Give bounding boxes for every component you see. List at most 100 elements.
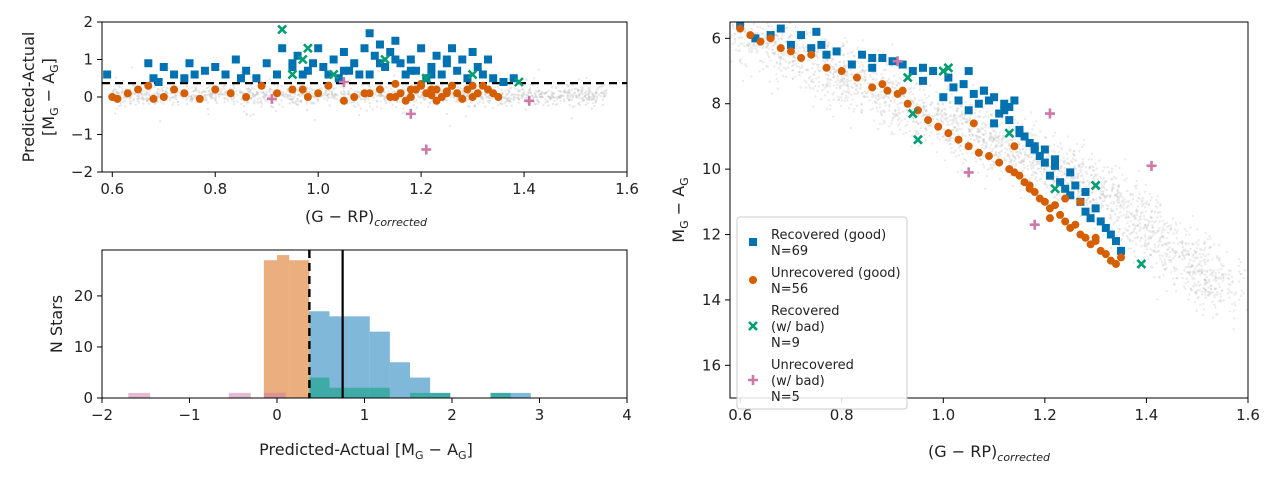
- residual-xlabel: (G − RP)corrected: [305, 207, 428, 229]
- cmd-point-recovered-good: [847, 60, 856, 69]
- residual-point-recovered-w-bad: [513, 77, 524, 87]
- residual-point-recovered-good: [329, 55, 338, 64]
- residual-point-recovered-good: [417, 44, 426, 53]
- residual-ytick-label: 0: [83, 88, 93, 106]
- residual-point-unrecovered-good: [149, 94, 158, 103]
- cmd-point-recovered-good: [1117, 246, 1126, 255]
- residual-point-recovered-good: [345, 66, 354, 75]
- cmd-xtick-label: 1.0: [931, 406, 955, 424]
- residual-point-unrecovered-good: [298, 85, 307, 94]
- histogram-bar-recovered-good: [309, 311, 330, 398]
- cmd-point-unrecovered-good: [898, 86, 907, 95]
- cmd-point-unrecovered-good: [807, 50, 816, 59]
- residual-point-unrecovered-good: [257, 81, 266, 90]
- cmd-point-unrecovered-good: [786, 47, 795, 56]
- histogram-bar-recovered-good: [329, 316, 350, 398]
- residual-point-recovered-w-bad: [328, 69, 339, 80]
- residual-point-recovered-good: [509, 74, 518, 83]
- histogram-xtick-label: −2: [91, 406, 113, 424]
- cmd-point-recovered-good: [1005, 116, 1014, 125]
- legend-marker-unrecovered-bad: [748, 375, 758, 385]
- residual-point-recovered-good: [442, 55, 451, 64]
- cmd-ytick-label: 8: [711, 95, 721, 113]
- cmd-point-recovered-good: [751, 34, 760, 43]
- residual-point-unrecovered-good: [242, 93, 251, 101]
- histogram-xtick-label: 1: [360, 406, 370, 424]
- cmd-point-recovered-good: [1051, 161, 1060, 170]
- residual-ytick-label: 2: [83, 13, 93, 31]
- residual-point-recovered-good: [468, 48, 477, 56]
- histogram-xtick-label: 2: [447, 406, 457, 424]
- legend-label: N=56: [771, 282, 808, 297]
- cmd-point-unrecovered-good: [1081, 233, 1090, 242]
- residual-point-recovered-good: [381, 63, 390, 71]
- residual-point-recovered-w-bad: [467, 69, 478, 80]
- cmd-point-recovered-good: [964, 67, 973, 76]
- cmd-point-unrecovered-good: [1025, 181, 1034, 190]
- cmd-point-unrecovered-good: [954, 135, 963, 144]
- residual-point-recovered-w-bad: [297, 54, 308, 65]
- residual-point-recovered-good: [489, 74, 498, 83]
- histogram-ytick-label: 0: [83, 389, 93, 407]
- legend-label: Unrecovered (good): [771, 266, 901, 281]
- cmd-point-recovered-good: [1111, 237, 1120, 246]
- residual-point-recovered-good: [427, 70, 436, 79]
- residual-point-recovered-good: [288, 59, 297, 68]
- cmd-point-unrecovered-good: [1061, 194, 1070, 203]
- residual-point-recovered-good: [309, 59, 318, 68]
- residual-point-recovered-good: [221, 70, 230, 79]
- cmd-point-recovered-good: [974, 99, 983, 108]
- cmd-point-recovered-good: [959, 80, 968, 89]
- cmd-point-unrecovered-good: [736, 24, 745, 33]
- residual-point-unrecovered-good: [211, 85, 220, 94]
- residual-point-recovered-good: [262, 59, 271, 68]
- cmd-point-recovered-good: [908, 67, 917, 76]
- residual-point-recovered-good: [396, 59, 405, 68]
- cmd-point-recovered-good: [1071, 181, 1080, 190]
- residual-point-recovered-good: [293, 51, 302, 60]
- histogram-panel: −2 −1 0 1 2 3 4 0 10 20 Predicted-Actual [MG − AG…: [47, 249, 632, 462]
- histogram-bar-unrecovered-w-bad: [263, 392, 286, 398]
- residual-point-recovered-good: [406, 66, 415, 75]
- histogram-bar-recovered-w-bad: [490, 392, 511, 398]
- residual-point-recovered-good: [170, 70, 179, 79]
- residual-point-recovered-good: [375, 59, 384, 68]
- residual-point-recovered-good: [324, 70, 333, 79]
- residual-point-unrecovered-good: [170, 85, 179, 94]
- cmd-ytick-label: 6: [711, 29, 721, 47]
- residual-point-unrecovered-good: [432, 85, 441, 94]
- residual-point-recovered-good: [401, 70, 410, 79]
- residual-point-recovered-good: [448, 44, 456, 53]
- residual-point-unrecovered-good: [113, 94, 122, 103]
- residual-point-recovered-good: [180, 74, 189, 83]
- cmd-xtick-label: 1.6: [1236, 406, 1260, 424]
- cmd-ylabel: MG − AG: [669, 177, 691, 242]
- residual-point-unrecovered-good: [494, 93, 503, 101]
- histogram-bar-recovered-w-bad: [309, 377, 330, 398]
- cmd-panel: 0.6 0.8 1.0 1.2 1.4 1.6 6 8 10 12 14 16 (G − RP)cor…: [669, 21, 1260, 464]
- residual-point-recovered-good: [298, 70, 307, 79]
- residual-point-recovered-good: [458, 55, 467, 64]
- cmd-point-recovered-good: [898, 60, 907, 69]
- residual-point-unrecovered-good: [195, 94, 204, 103]
- histogram-bar-recovered-w-bad: [369, 387, 390, 398]
- cmd-point-unrecovered-good: [746, 31, 755, 40]
- cmd-point-recovered-good: [1040, 158, 1049, 167]
- legend-label: Unrecovered: [771, 358, 854, 373]
- cmd-point-recovered-good: [990, 93, 999, 102]
- cmd-point-recovered-good: [786, 40, 795, 49]
- residual-point-recovered-good: [211, 63, 220, 71]
- residual-ytick-label: −1: [71, 126, 93, 144]
- cmd-point-unrecovered-good: [797, 53, 806, 62]
- cmd-point-recovered-w-bad: [1090, 180, 1101, 191]
- cmd-point-recovered-good: [918, 63, 927, 72]
- cmd-point-unrecovered-good: [974, 148, 983, 157]
- residual-point-recovered-w-bad: [287, 69, 298, 80]
- cmd-point-recovered-good: [858, 50, 867, 59]
- residual-point-recovered-good: [499, 78, 508, 86]
- cmd-point-recovered-good: [776, 24, 785, 33]
- cmd-point-recovered-good: [1040, 145, 1049, 154]
- residual-point-recovered-good: [355, 70, 364, 79]
- residual-panel: 0.6 0.8 1.0 1.2 1.4 1.6 −2 −1 0 1 2 (G − RP)correc…: [19, 13, 639, 229]
- cmd-xtick-label: 1.4: [1135, 406, 1159, 424]
